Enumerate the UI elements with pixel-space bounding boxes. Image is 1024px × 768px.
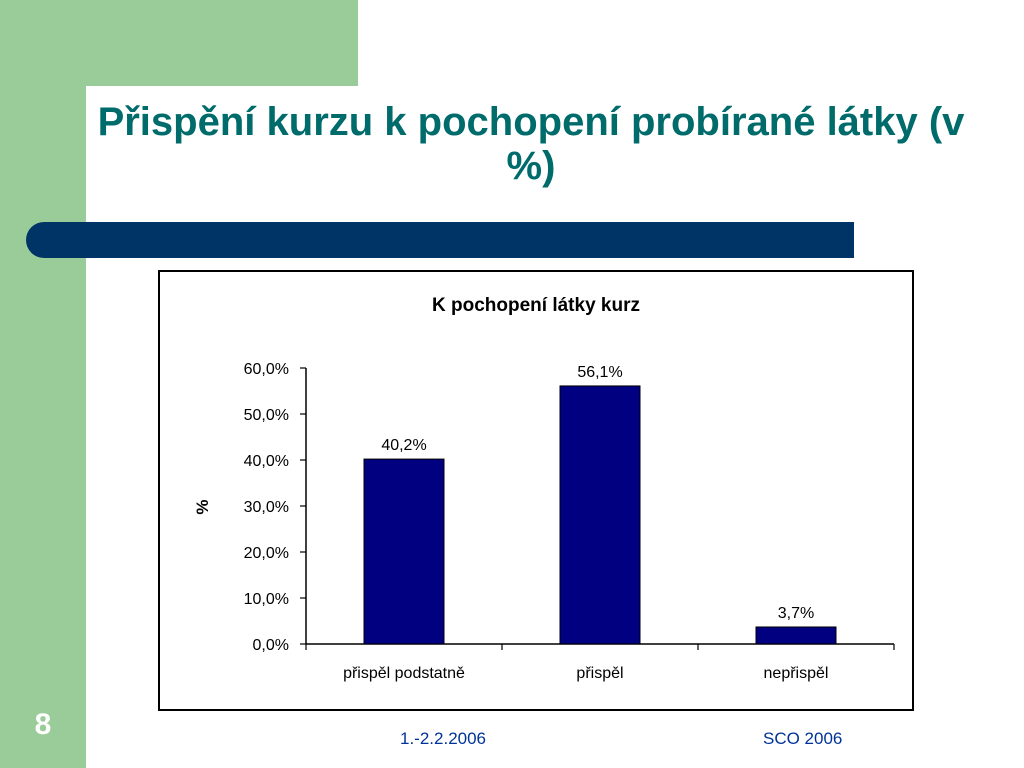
green-side-band [0,0,86,768]
x-category-label: přispěl [576,665,623,682]
chart-frame: K pochopení látky kurz % 0,0% 10,0% 20,0% 3… [158,270,914,711]
title-underline-bar [26,222,854,258]
green-top-band [0,0,358,86]
bar-data-label: 56,1% [577,364,622,381]
bar-data-label: 40,2% [381,437,426,454]
y-tick-label: 50,0% [244,407,289,424]
bar [363,458,445,645]
footer-organization: SCO 2006 [763,729,843,748]
slide-number: 8 [34,708,52,741]
slide-title: Přispění kurzu k pochopení probírané lát… [97,100,965,188]
bar [559,385,641,645]
y-tick-label: 20,0% [244,545,289,562]
y-tick-label: 40,0% [244,453,289,470]
x-category-label: nepřispěl [764,665,829,682]
bar [755,626,837,645]
footer-date: 1.-2.2.2006 [400,729,487,748]
bar-data-label: 3,7% [778,605,814,622]
y-tick-label: 60,0% [244,361,289,378]
bar-chart: K pochopení látky kurz % 0,0% 10,0% 20,0% 3… [193,295,895,682]
x-category-label: přispěl podstatně [343,665,465,682]
y-tick-label: 30,0% [244,499,289,516]
y-tick-label: 10,0% [244,591,289,608]
chart-plot-area: 0,0% 10,0% 20,0% 30,0% 40,0% 50,0% 60,0% 40,2% p… [244,361,895,682]
chart-title: K pochopení látky kurz [432,295,640,316]
y-axis-label: % [193,499,212,514]
y-tick-label: 0,0% [253,637,289,654]
